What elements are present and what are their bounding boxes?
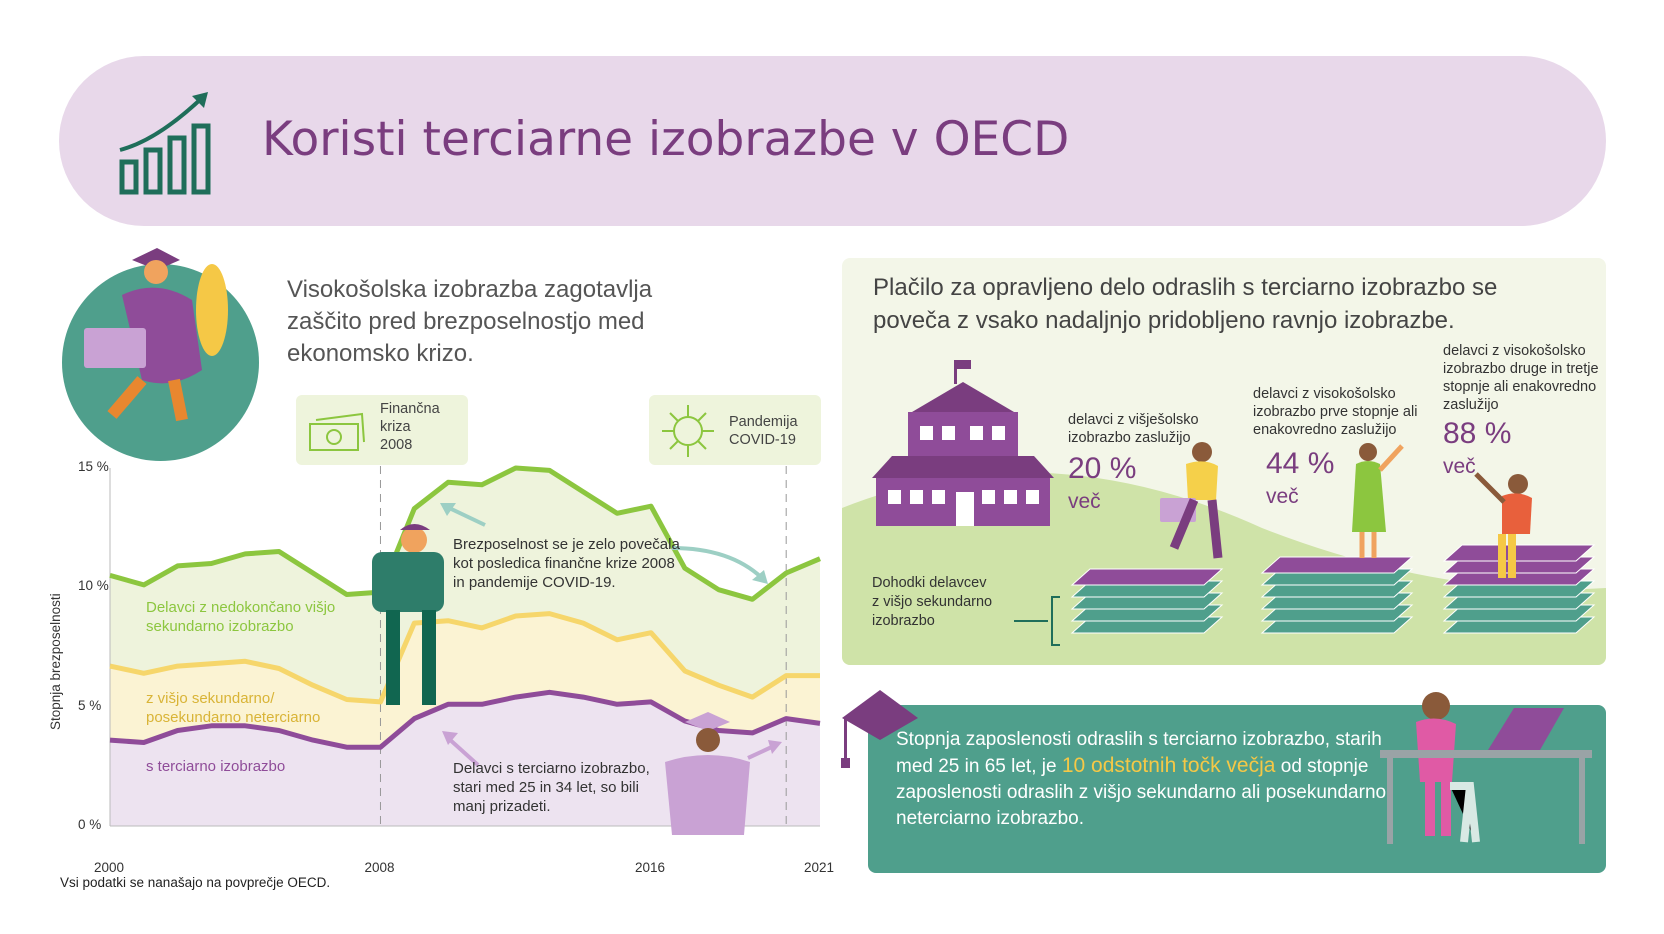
y-tick-label: 10 %	[78, 578, 109, 594]
money-bill-2-6	[1442, 544, 1596, 562]
growth-chart-icon	[119, 92, 211, 195]
event-box-financial-crisis	[296, 395, 468, 465]
employment-highlight: 10 odstotnih točk večja	[1061, 754, 1276, 777]
employment-text: Stopnja zaposlenosti odraslih s terciarn…	[896, 729, 1387, 829]
unemployment-chart	[109, 465, 821, 835]
pay-percent-bachelor: 44 %	[1266, 447, 1335, 480]
virus-icon	[662, 405, 714, 457]
money-bill-1-5	[1260, 556, 1414, 574]
worker-woman-illustration	[1352, 443, 1404, 558]
footnote: Vsi podatki se nanašajo na povprečje OEC…	[60, 875, 331, 890]
title-banner	[59, 56, 1606, 226]
annotation-tertiary-less-affected: Delavci s terciarno izobrazbo, stari med …	[453, 760, 650, 815]
employment-panel	[868, 705, 1606, 873]
x-tick-label: 2016	[634, 860, 665, 875]
arrow-tertiary-left	[446, 736, 480, 767]
event-label-financial-crisis: Finančna kriza 2008	[380, 401, 440, 453]
y-axis-label: Stopnja brezposelnosti	[48, 593, 63, 730]
arrowhead-covid	[752, 570, 768, 584]
pay-more-higher-vocational: več	[1068, 490, 1101, 513]
graduation-cap-icon	[841, 690, 918, 768]
worker-running-illustration	[1160, 442, 1223, 559]
x-tick-label: 2000	[94, 860, 125, 875]
school-building-illustration	[872, 360, 1054, 526]
annotation-unemployment-rise: Brezposelnost se je zelo povečala kot pos…	[453, 536, 680, 591]
income-label: Dohodki delavcev z višjo sekundarno izobra…	[872, 575, 993, 629]
graduate-illustration	[665, 712, 750, 835]
worker-illustration	[372, 524, 444, 705]
bracket-icon	[1014, 596, 1060, 646]
arrowhead-tertiary-left	[442, 731, 458, 745]
series-label-tertiary: s terciarno izobrazbo	[146, 758, 286, 775]
y-tick-label: 0 %	[78, 817, 102, 832]
worker-sitting-illustration	[1474, 472, 1532, 578]
money-stacks-illustration	[1070, 544, 1596, 634]
event-box-covid	[649, 395, 821, 465]
graduate-with-shield-illustration	[84, 248, 228, 422]
series-label-lower-secondary: Delavci z nedokončano višjo sekundarno iz…	[146, 599, 336, 635]
pay-label-master-doctoral: delavci z visokošolsko izobrazbo druge in…	[1443, 343, 1599, 413]
pay-more-master-doctoral: več	[1443, 455, 1476, 478]
intro-text: Visokošolska izobrazba zagotavlja zaščit…	[287, 276, 653, 367]
x-tick-label: 2021	[804, 860, 835, 875]
page-title: Koristi terciarne izobrazbe v OECD	[262, 112, 1070, 167]
money-bill-0-4	[1070, 568, 1224, 586]
pay-percent-master-doctoral: 88 %	[1443, 417, 1512, 450]
y-tick-label: 15 %	[78, 459, 109, 474]
worker-at-desk-illustration	[1380, 692, 1592, 844]
pay-title: Plačilo za opravljeno delo odraslih s te…	[873, 274, 1498, 334]
series-line-0	[109, 465, 821, 602]
arrowhead-tertiary-right	[768, 740, 782, 754]
money-icon	[309, 412, 365, 451]
y-tick-label: 5 %	[78, 697, 102, 713]
pay-label-higher-vocational: delavci z višješolsko izobrazbo zaslužijo	[1068, 412, 1199, 446]
x-tick-label: 2008	[364, 860, 395, 875]
arrowhead-up	[440, 503, 456, 516]
pay-percent-higher-vocational: 20 %	[1068, 452, 1137, 485]
series-area-2	[110, 692, 820, 826]
pay-label-bachelor: delavci z visokošolsko izobrazbo prve sto…	[1253, 386, 1418, 438]
series-label-upper-secondary: z višjo sekundarno/posekundarno netercia…	[146, 690, 321, 726]
arrow-covid-annotation	[671, 546, 764, 580]
series-line-1	[109, 611, 820, 705]
pay-more-bachelor: več	[1266, 485, 1299, 508]
event-label-covid: Pandemija COVID-19	[729, 414, 798, 448]
